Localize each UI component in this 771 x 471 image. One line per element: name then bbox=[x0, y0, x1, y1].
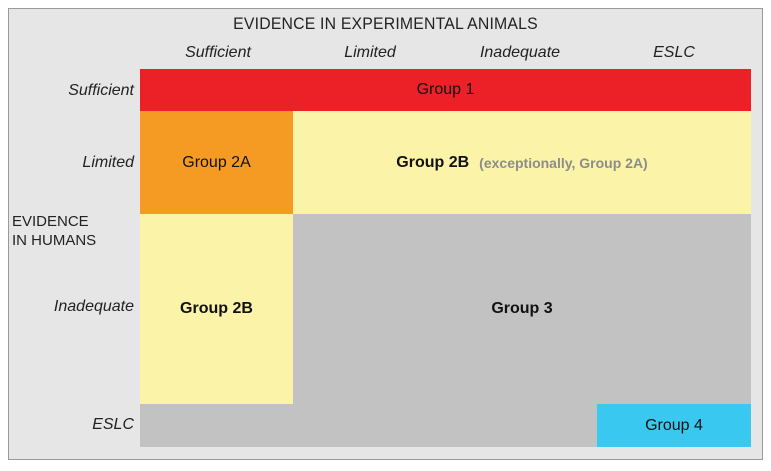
group2b-limited-label: Group 2B bbox=[396, 153, 470, 171]
group2b-inadequate-label: Group 2B bbox=[180, 300, 253, 317]
group4-label: Group 4 bbox=[645, 416, 703, 434]
column-header-inadequate: Inadequate bbox=[479, 44, 561, 61]
row-header-eslc: ESLC bbox=[92, 416, 134, 433]
group4-cell: Group 4 bbox=[597, 404, 751, 447]
group2a-label: Group 2A bbox=[182, 153, 251, 171]
row-group-title: EVIDENCE IN HUMANS bbox=[12, 212, 96, 250]
row-header-sufficient: Sufficient bbox=[68, 82, 134, 99]
group2b-inadequate-cell: Group 2B bbox=[140, 214, 293, 404]
column-group-title: EVIDENCE IN EXPERIMENTAL ANIMALS bbox=[233, 14, 538, 33]
group2b-exception-note: (exceptionally, Group 2A) bbox=[479, 154, 648, 171]
row-group-title-line1: EVIDENCE bbox=[12, 213, 89, 230]
group2b-limited-cell: Group 2B (exceptionally, Group 2A) bbox=[293, 111, 751, 214]
group3-label: Group 3 bbox=[491, 300, 553, 317]
group1-label: Group 1 bbox=[416, 81, 475, 98]
group2a-cell: Group 2A bbox=[140, 111, 293, 214]
group1-cell: Group 1 bbox=[140, 69, 751, 111]
column-header-eslc: ESLC bbox=[653, 44, 695, 61]
column-header-sufficient: Sufficient bbox=[185, 44, 251, 61]
row-header-limited: Limited bbox=[82, 154, 134, 171]
column-header-limited: Limited bbox=[344, 44, 396, 61]
row-header-inadequate: Inadequate bbox=[53, 298, 134, 315]
group3-label-box: Group 3 bbox=[293, 214, 751, 404]
row-group-title-line2: IN HUMANS bbox=[12, 232, 97, 249]
